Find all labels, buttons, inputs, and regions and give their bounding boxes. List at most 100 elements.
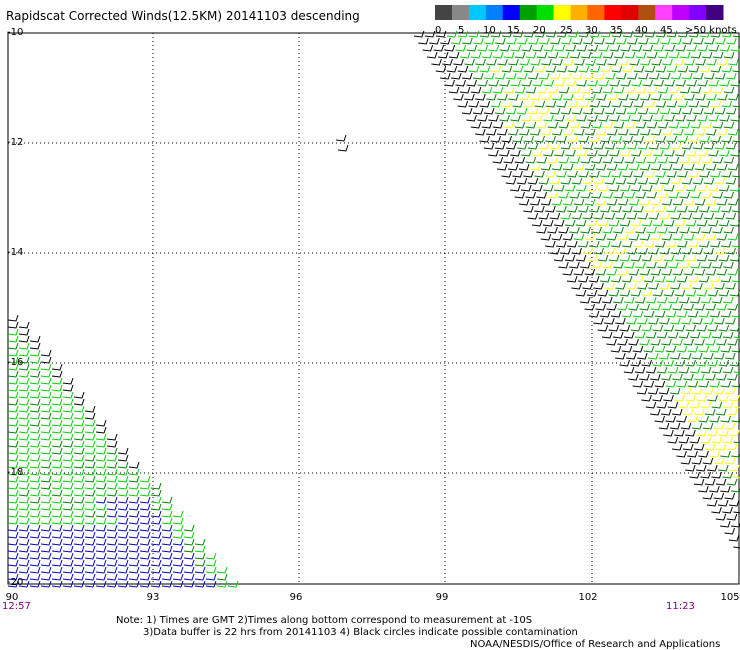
wind-barb bbox=[29, 552, 41, 560]
wind-barb bbox=[604, 177, 616, 185]
wind-barb bbox=[519, 58, 530, 66]
wind-barb bbox=[18, 342, 30, 350]
wind-barb bbox=[628, 303, 639, 311]
wind-barb bbox=[679, 51, 691, 59]
wind-barb bbox=[604, 212, 616, 220]
wind-barb bbox=[84, 482, 96, 490]
wind-barb bbox=[648, 177, 660, 185]
wind-barb bbox=[729, 394, 740, 402]
wind-barb bbox=[95, 517, 107, 525]
wind-barb bbox=[727, 408, 738, 416]
wind-barb bbox=[531, 219, 543, 227]
wind-barb bbox=[718, 324, 730, 332]
wind-barb bbox=[466, 79, 477, 87]
wind-barb bbox=[690, 51, 702, 59]
wind-barb bbox=[705, 233, 717, 241]
wind-barb bbox=[183, 559, 195, 567]
wind-barb bbox=[679, 191, 690, 199]
wind-barb bbox=[602, 86, 614, 94]
wind-barb bbox=[7, 440, 19, 448]
wind-barb bbox=[591, 156, 603, 164]
wind-barb bbox=[73, 503, 85, 511]
wind-barb bbox=[117, 454, 129, 462]
wind-barb bbox=[718, 394, 729, 402]
wind-barb bbox=[601, 331, 613, 339]
wind-barb bbox=[617, 163, 629, 171]
wind-barb bbox=[73, 517, 85, 525]
wind-barb bbox=[664, 79, 675, 87]
wind-barb bbox=[586, 254, 598, 262]
wind-barb bbox=[84, 552, 96, 560]
wind-barb bbox=[512, 170, 523, 178]
wind-barb bbox=[613, 156, 625, 164]
wind-barb bbox=[574, 58, 585, 66]
wind-barb bbox=[95, 454, 107, 462]
wind-barb bbox=[536, 51, 548, 59]
wind-barb bbox=[7, 447, 19, 455]
wind-barb bbox=[576, 149, 587, 157]
wind-barb bbox=[573, 268, 585, 276]
wind-barb bbox=[720, 450, 731, 458]
wind-barb bbox=[552, 128, 563, 136]
wind-barb bbox=[51, 524, 63, 532]
colorbar-swatch bbox=[604, 5, 622, 20]
wind-barb bbox=[628, 338, 639, 346]
wind-barb bbox=[652, 324, 664, 332]
wind-barb bbox=[554, 149, 565, 157]
wind-barb bbox=[666, 65, 678, 73]
wind-barb bbox=[567, 135, 578, 143]
wind-barb bbox=[655, 170, 666, 178]
wind-barb bbox=[613, 296, 624, 304]
wind-barb bbox=[446, 30, 458, 38]
wind-barb bbox=[707, 394, 718, 402]
colorbar-swatch bbox=[553, 5, 572, 20]
wind-barb bbox=[632, 380, 644, 388]
wind-barb bbox=[728, 499, 740, 507]
wind-barb bbox=[666, 100, 678, 108]
wind-barb bbox=[688, 240, 699, 248]
wind-barb bbox=[710, 205, 721, 213]
wind-barb bbox=[674, 219, 686, 227]
wind-barb bbox=[655, 135, 666, 143]
wind-barb bbox=[468, 30, 480, 38]
wind-barb bbox=[510, 44, 522, 52]
wind-barb bbox=[481, 51, 493, 59]
wind-barb bbox=[619, 289, 631, 297]
wind-barb bbox=[687, 345, 699, 353]
wind-barb bbox=[106, 510, 118, 518]
wind-barb bbox=[644, 30, 656, 38]
wind-barb bbox=[547, 121, 559, 129]
colorbar-swatch bbox=[689, 5, 707, 20]
wind-barb bbox=[161, 510, 173, 518]
wind-barb bbox=[731, 453, 740, 458]
wind-barb bbox=[95, 531, 107, 539]
wind-barb bbox=[712, 121, 724, 129]
wind-barb bbox=[578, 170, 589, 178]
wind-barb bbox=[716, 163, 728, 171]
wind-barb bbox=[562, 268, 574, 276]
wind-barb bbox=[84, 475, 96, 483]
wind-barb bbox=[600, 205, 611, 213]
wind-barb bbox=[693, 443, 705, 451]
wind-barb bbox=[624, 191, 635, 199]
wind-barb bbox=[556, 205, 567, 213]
wind-barb bbox=[675, 184, 686, 192]
wind-barb bbox=[719, 184, 730, 192]
wind-barb bbox=[523, 100, 535, 108]
wind-barb bbox=[722, 471, 733, 479]
wind-barb bbox=[7, 328, 19, 336]
wind-barb bbox=[161, 503, 173, 511]
wind-barb bbox=[631, 44, 643, 52]
wind-barb bbox=[725, 282, 736, 290]
wind-barb bbox=[106, 566, 118, 574]
wind-barb bbox=[73, 419, 85, 427]
wind-barb bbox=[710, 65, 722, 73]
wind-barb bbox=[595, 303, 606, 311]
wind-barb bbox=[621, 310, 633, 318]
wind-barb bbox=[117, 545, 129, 553]
wind-barb bbox=[598, 79, 609, 87]
lat-tick-label: -16 bbox=[7, 357, 24, 368]
wind-barb bbox=[707, 324, 719, 332]
wind-barb bbox=[654, 415, 665, 423]
wind-barb bbox=[29, 531, 41, 539]
